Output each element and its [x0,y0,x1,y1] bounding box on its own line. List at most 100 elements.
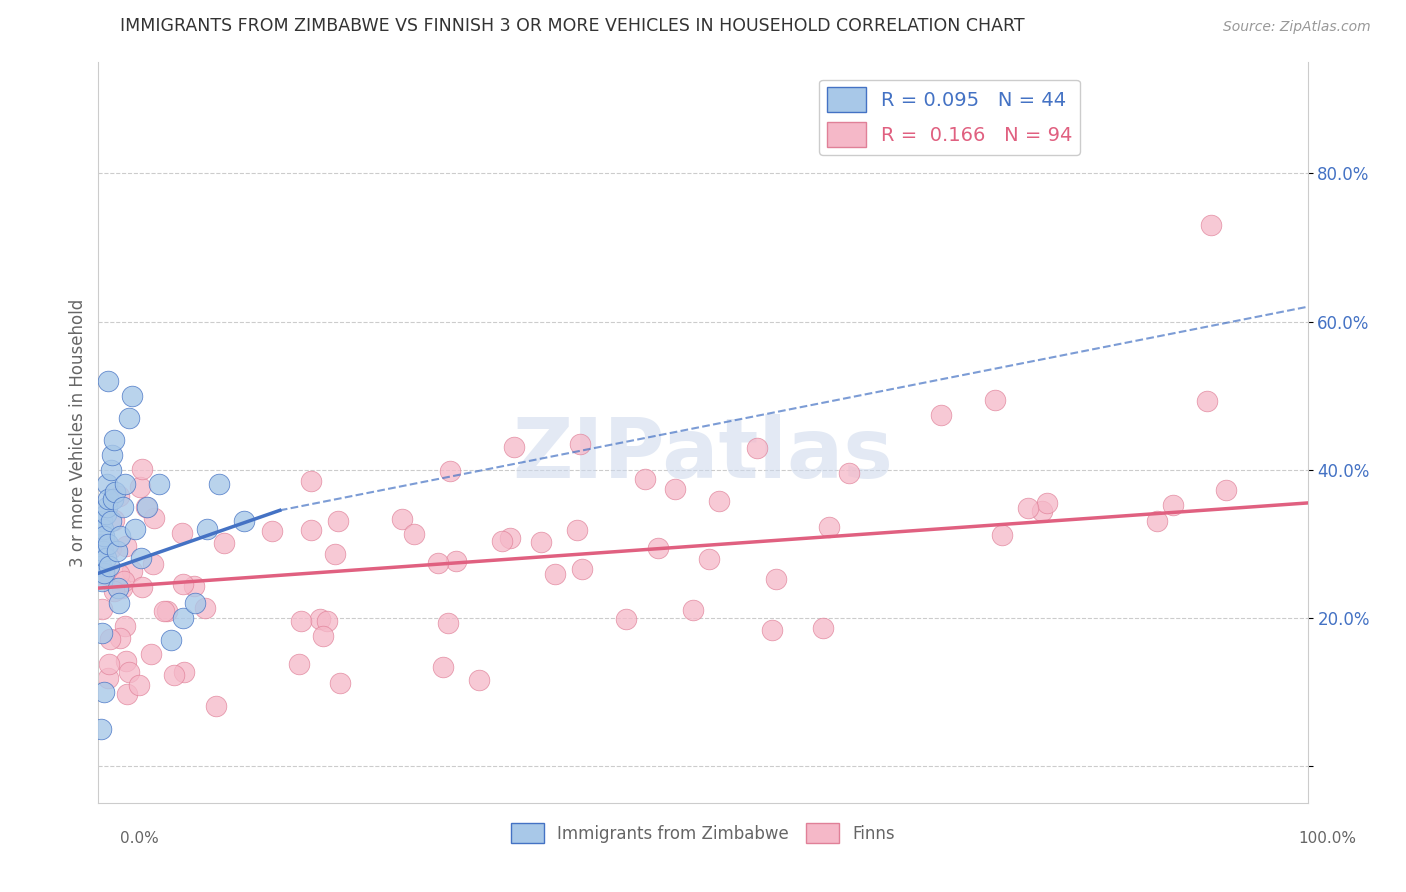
Legend: Immigrants from Zimbabwe, Finns: Immigrants from Zimbabwe, Finns [505,816,901,850]
Point [301,474,323,488]
Point [117,688,139,702]
Point [173,665,195,680]
Point [427,556,450,570]
Point [568,437,591,451]
Point [94,507,117,521]
Point [104,484,127,499]
Point [309,611,332,625]
Point [929,408,952,422]
Point [1195,393,1218,408]
Point [128,678,150,692]
Point [90,558,112,573]
Point [112,574,135,588]
Point [205,699,228,714]
Point [444,554,467,568]
Point [90,536,112,550]
Point [260,524,283,538]
Point [697,552,720,566]
Point [991,528,1014,542]
Point [107,489,129,503]
Text: 100.0%: 100.0% [1299,831,1357,846]
Point [634,472,657,486]
Text: 0.0%: 0.0% [120,831,159,846]
Point [110,632,132,646]
Point [172,610,194,624]
Point [571,562,593,576]
Point [664,482,686,496]
Point [391,512,413,526]
Point [90,722,112,736]
Point [111,500,134,514]
Point [114,477,136,491]
Point [530,534,553,549]
Point [103,513,125,527]
Point [614,612,637,626]
Point [316,614,339,628]
Point [103,433,125,447]
Y-axis label: 3 or more Vehicles in Household: 3 or more Vehicles in Household [69,299,87,566]
Point [94,551,117,566]
Point [108,529,131,543]
Point [97,492,120,507]
Point [105,544,128,558]
Point [312,629,335,643]
Point [142,557,165,571]
Point [96,500,118,514]
Point [328,514,350,528]
Point [212,535,235,549]
Point [299,523,322,537]
Point [437,615,460,630]
Point [97,374,120,388]
Point [194,601,217,615]
Point [172,576,194,591]
Point [707,494,730,508]
Point [984,392,1007,407]
Point [765,573,787,587]
Text: ZIPatlas: ZIPatlas [513,414,893,495]
Point [499,532,522,546]
Point [100,515,122,529]
Point [184,596,207,610]
Point [129,480,152,494]
Point [468,673,491,688]
Point [93,566,115,581]
Point [288,657,311,672]
Point [91,522,114,536]
Point [131,580,153,594]
Point [325,547,347,561]
Point [97,536,120,550]
Point [91,625,114,640]
Point [91,515,114,529]
Point [813,621,835,635]
Point [170,525,193,540]
Point [93,685,115,699]
Point [100,448,122,462]
Point [502,440,524,454]
Point [155,604,177,618]
Point [491,533,513,548]
Point [402,527,425,541]
Point [838,466,860,480]
Point [100,462,122,476]
Point [115,654,138,668]
Point [543,567,565,582]
Point [141,648,163,662]
Point [818,520,841,534]
Point [329,675,352,690]
Point [118,665,141,679]
Point [135,500,157,514]
Point [1035,496,1057,510]
Point [682,603,704,617]
Point [93,529,115,543]
Point [195,522,218,536]
Point [121,564,143,578]
Point [160,632,183,647]
Point [103,584,125,599]
Point [1146,515,1168,529]
Point [98,558,121,573]
Point [97,671,120,685]
Point [1031,504,1053,518]
Point [1163,498,1185,512]
Point [208,477,231,491]
Text: Source: ZipAtlas.com: Source: ZipAtlas.com [1223,21,1371,34]
